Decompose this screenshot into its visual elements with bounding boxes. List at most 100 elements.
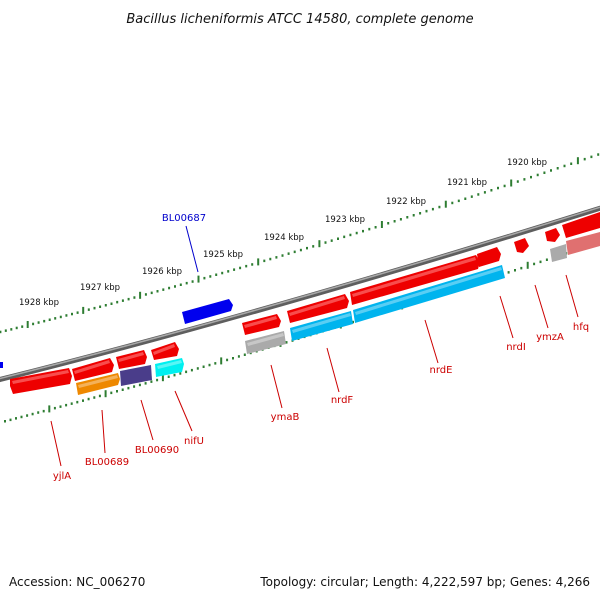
outer-scale-ticks — [0, 153, 600, 334]
accession-text: Accession: NC_006270 — [9, 575, 145, 589]
outer-minor-tick — [110, 302, 113, 305]
inner-minor-tick — [167, 375, 170, 378]
outer-minor-tick — [54, 317, 57, 320]
inner-minor-tick — [539, 260, 542, 264]
feature-ymzA[interactable] — [550, 244, 567, 262]
gene-label-BL00689[interactable]: BL00689 — [85, 457, 129, 468]
gene-label-nrdI[interactable]: nrdI — [506, 342, 526, 353]
inner-minor-tick — [190, 368, 193, 372]
gene-arrow-nifU-top[interactable] — [151, 342, 179, 360]
outer-minor-tick — [419, 212, 422, 215]
outer-minor-tick — [71, 312, 73, 316]
outer-major-tick — [139, 291, 142, 299]
feature-hfq[interactable] — [566, 232, 600, 255]
topology-text: Topology: circular; Length: 4,222,597 bp… — [259, 575, 590, 589]
inner-minor-tick — [173, 373, 176, 377]
outer-minor-tick — [4, 329, 7, 332]
feature-BL00690[interactable] — [120, 365, 152, 386]
kbp-label-1921: 1921 kbp — [447, 178, 487, 188]
outer-minor-tick — [245, 264, 248, 268]
outer-minor-tick — [451, 201, 454, 205]
outer-minor-tick — [406, 216, 409, 219]
inner-minor-tick — [214, 362, 217, 365]
gene-label-hfq[interactable]: hfq — [573, 322, 589, 333]
outer-minor-tick — [37, 321, 40, 324]
outer-minor-tick — [393, 220, 396, 223]
gene-label-BL00690[interactable]: BL00690 — [135, 445, 179, 456]
inner-major-tick — [526, 261, 529, 269]
inner-minor-tick — [196, 367, 199, 370]
inner-minor-tick — [9, 418, 12, 422]
outer-major-tick — [197, 275, 200, 283]
kbp-label-1926: 1926 kbp — [142, 267, 182, 277]
gene-label-ymaB[interactable]: ymaB — [271, 412, 300, 423]
inner-major-tick — [161, 374, 164, 382]
inner-major-tick — [220, 357, 223, 365]
outer-minor-tick — [10, 328, 13, 331]
feature-nrdF[interactable] — [290, 311, 353, 341]
outer-minor-tick — [470, 195, 473, 198]
feature-BL00689[interactable] — [76, 373, 120, 395]
outer-major-tick — [82, 306, 85, 314]
gene-label-nrdF[interactable]: nrdF — [331, 395, 354, 406]
gene-label-ymzA[interactable]: ymzA — [536, 332, 564, 343]
inner-minor-tick — [4, 420, 6, 423]
outer-minor-tick — [209, 275, 212, 278]
outer-minor-tick — [21, 325, 24, 328]
outer-minor-tick — [431, 207, 434, 211]
inner-minor-tick — [144, 382, 147, 385]
kbp-label-1928: 1928 kbp — [19, 298, 59, 308]
outer-minor-tick — [269, 257, 272, 261]
outer-minor-tick — [516, 180, 519, 183]
gene-arrow-hfq-top-b[interactable] — [562, 212, 600, 238]
outer-minor-tick — [523, 178, 526, 181]
outer-minor-tick — [59, 315, 62, 319]
outer-major-tick — [257, 258, 260, 266]
outer-minor-tick — [483, 191, 486, 194]
inner-minor-tick — [243, 353, 246, 356]
inner-minor-tick — [533, 262, 536, 266]
label-leaders — [50, 225, 579, 467]
outer-minor-tick — [48, 318, 51, 321]
kbp-label-1924: 1924 kbp — [264, 233, 304, 243]
outer-minor-tick — [227, 270, 230, 273]
outer-major-tick — [318, 240, 321, 248]
outer-minor-tick — [203, 276, 206, 280]
kbp-label-1927: 1927 kbp — [80, 283, 120, 293]
gene-label-BL00687[interactable]: BL00687 — [162, 213, 206, 224]
inner-minor-tick — [156, 378, 159, 382]
inner-minor-tick — [31, 412, 34, 416]
inner-minor-tick — [93, 396, 96, 399]
gene-label-nrdE[interactable]: nrdE — [430, 365, 453, 376]
outer-minor-tick — [251, 263, 254, 266]
outer-minor-tick — [343, 235, 346, 239]
outer-major-tick — [380, 221, 383, 228]
feature-ymaB[interactable] — [245, 331, 286, 354]
outer-minor-tick — [168, 286, 171, 290]
outer-minor-tick — [425, 209, 428, 213]
gene-label-nifU[interactable]: nifU — [184, 436, 204, 447]
inner-minor-tick — [65, 403, 68, 407]
feature-nifU[interactable] — [155, 358, 184, 377]
outer-minor-tick — [563, 164, 566, 168]
outer-minor-tick — [43, 319, 46, 323]
outer-minor-tick — [536, 173, 539, 177]
feature-BL00687[interactable] — [182, 299, 233, 324]
gene-arrow-nrdI-top[interactable] — [477, 247, 501, 267]
gene-label-yjlA[interactable]: yjlA — [53, 471, 71, 482]
gene-arrow-ymzA-top[interactable] — [514, 238, 529, 253]
kbp-label-1923: 1923 kbp — [325, 215, 365, 225]
outer-minor-tick — [368, 227, 371, 231]
feature-nrdE[interactable] — [353, 265, 505, 323]
outer-minor-tick — [399, 218, 402, 221]
outer-minor-tick — [174, 285, 176, 288]
inner-minor-tick — [150, 380, 153, 383]
gene-arrow-hfq-top-a[interactable] — [545, 228, 560, 242]
genome-backbone — [0, 205, 600, 383]
inner-minor-tick — [179, 372, 182, 375]
outer-minor-tick — [324, 241, 327, 244]
outer-minor-tick — [490, 189, 493, 192]
inner-minor-tick — [138, 383, 141, 387]
inner-minor-tick — [545, 258, 548, 261]
